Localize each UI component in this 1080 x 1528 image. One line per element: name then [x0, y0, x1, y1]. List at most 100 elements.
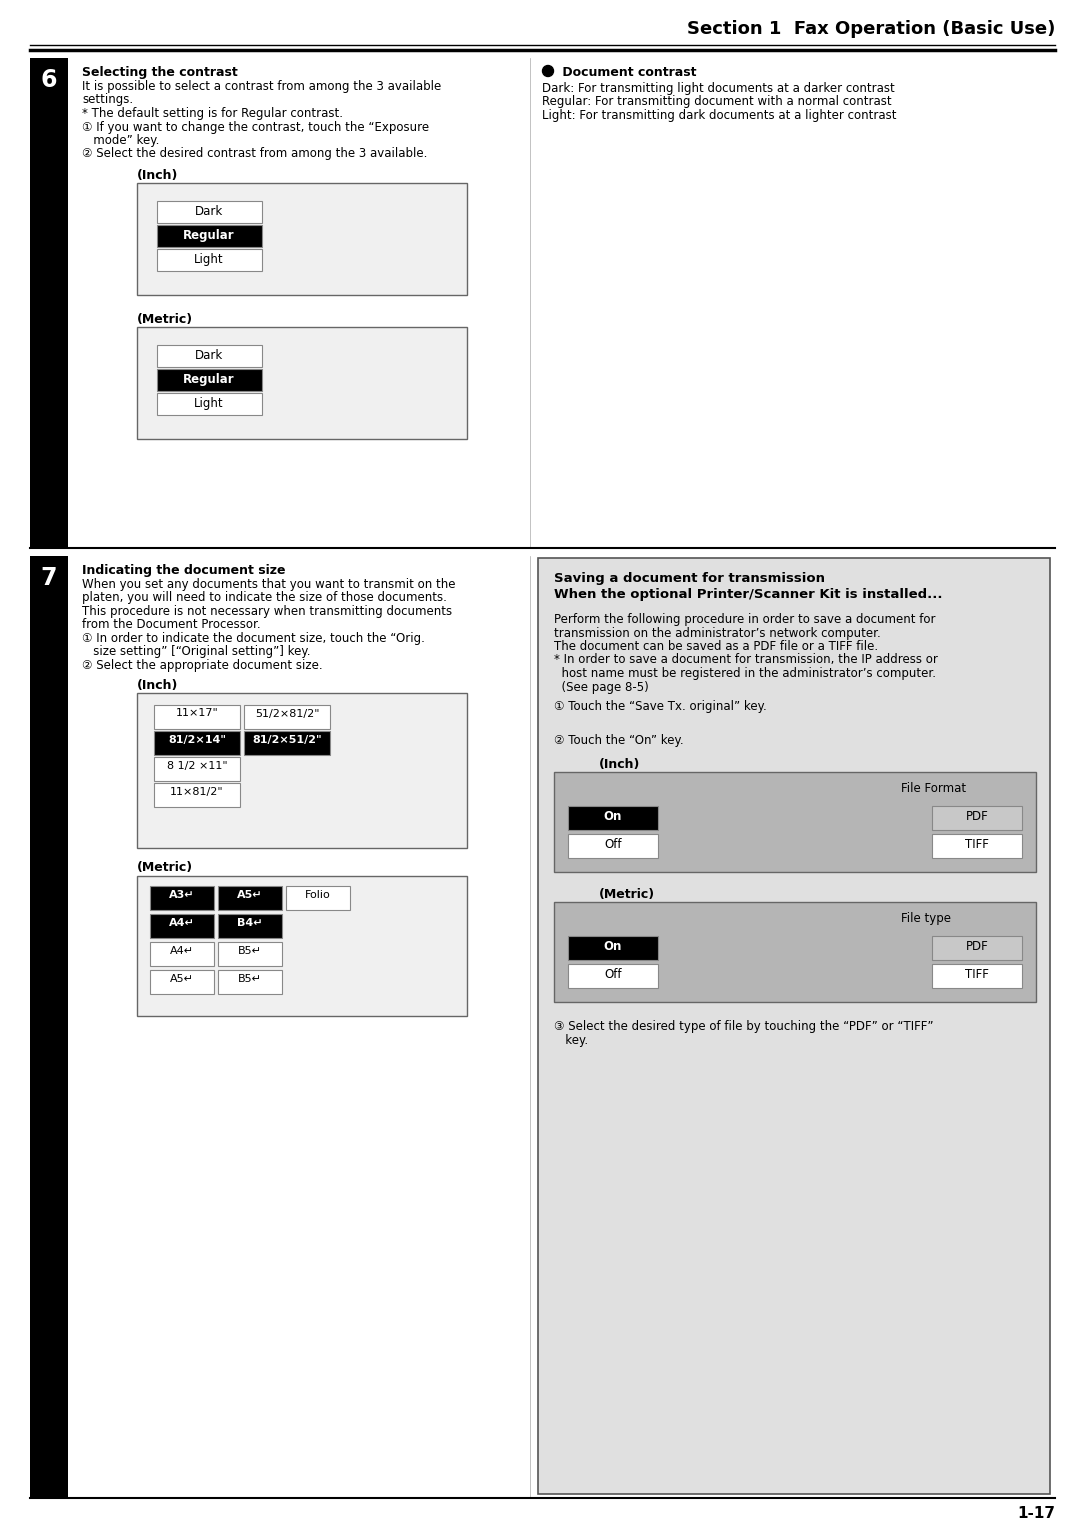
Text: Dark: For transmitting light documents at a darker contrast: Dark: For transmitting light documents a… — [542, 83, 894, 95]
Text: When you set any documents that you want to transmit on the: When you set any documents that you want… — [82, 578, 456, 591]
Bar — [932, 937, 1022, 960]
Text: platen, you will need to indicate the size of those documents.: platen, you will need to indicate the si… — [82, 591, 447, 605]
Bar — [137, 183, 467, 295]
Circle shape — [542, 66, 554, 76]
Text: ② Select the desired contrast from among the 3 available.: ② Select the desired contrast from among… — [82, 148, 428, 160]
Text: Off: Off — [604, 969, 622, 981]
Bar — [30, 58, 68, 549]
Text: (Inch): (Inch) — [137, 170, 178, 182]
Text: When the optional Printer/Scanner Kit is installed...: When the optional Printer/Scanner Kit is… — [554, 588, 943, 601]
Text: TIFF: TIFF — [966, 837, 989, 851]
Bar — [218, 886, 282, 909]
Bar — [244, 730, 330, 755]
Bar — [150, 886, 214, 909]
Text: Dark: Dark — [194, 205, 224, 219]
Text: ③ Select the desired type of file by touching the “PDF” or “TIFF”: ③ Select the desired type of file by tou… — [554, 1021, 933, 1033]
Text: Light: For transmitting dark documents at a lighter contrast: Light: For transmitting dark documents a… — [542, 108, 896, 122]
Text: Indicating the document size: Indicating the document size — [82, 564, 285, 578]
Bar — [554, 772, 1036, 872]
Text: ② Touch the “On” key.: ② Touch the “On” key. — [554, 733, 684, 747]
Text: (See page 8-5): (See page 8-5) — [554, 680, 649, 694]
Text: Selecting the contrast: Selecting the contrast — [82, 66, 238, 79]
Text: A5↵: A5↵ — [238, 889, 262, 900]
Text: On: On — [604, 810, 622, 824]
Text: Dark: Dark — [194, 348, 224, 362]
Text: 1-17: 1-17 — [1017, 1507, 1055, 1520]
Text: 7: 7 — [41, 565, 57, 590]
Bar — [154, 704, 240, 729]
Text: Saving a document for transmission: Saving a document for transmission — [554, 571, 825, 585]
Text: This procedure is not necessary when transmitting documents: This procedure is not necessary when tra… — [82, 605, 453, 617]
Text: Section 1  Fax Operation (Basic Use): Section 1 Fax Operation (Basic Use) — [687, 20, 1055, 38]
Text: It is possible to select a contrast from among the 3 available: It is possible to select a contrast from… — [82, 79, 442, 93]
Bar — [157, 345, 262, 367]
Text: * The default setting is for Regular contrast.: * The default setting is for Regular con… — [82, 107, 343, 121]
Bar — [286, 886, 350, 909]
Bar — [568, 807, 658, 830]
Bar — [157, 202, 262, 223]
Text: Light: Light — [194, 397, 224, 410]
Text: File type: File type — [901, 912, 951, 924]
Text: Regular: Regular — [184, 229, 234, 241]
Text: settings.: settings. — [82, 93, 133, 107]
Bar — [932, 834, 1022, 859]
Text: mode” key.: mode” key. — [82, 134, 160, 147]
Text: B5↵: B5↵ — [238, 946, 262, 955]
Bar — [157, 225, 262, 248]
Bar — [932, 964, 1022, 989]
Bar — [244, 704, 330, 729]
Text: PDF: PDF — [966, 810, 988, 824]
Bar — [150, 914, 214, 938]
Bar — [150, 941, 214, 966]
Text: transmission on the administrator’s network computer.: transmission on the administrator’s netw… — [554, 626, 881, 640]
Text: The document can be saved as a PDF file or a TIFF file.: The document can be saved as a PDF file … — [554, 640, 878, 652]
Text: (Metric): (Metric) — [599, 888, 656, 902]
Bar — [157, 249, 262, 270]
Bar — [538, 558, 1050, 1494]
Bar — [218, 914, 282, 938]
Text: On: On — [604, 940, 622, 953]
Text: 8 1/2 ×11": 8 1/2 ×11" — [166, 761, 227, 770]
Text: 51/2×81/2": 51/2×81/2" — [255, 709, 320, 718]
Bar — [154, 756, 240, 781]
Text: A5↵: A5↵ — [170, 973, 194, 984]
Text: Folio: Folio — [306, 889, 330, 900]
Text: Regular: For transmitting document with a normal contrast: Regular: For transmitting document with … — [542, 95, 892, 108]
Text: 11×81/2": 11×81/2" — [171, 787, 224, 796]
Bar — [157, 368, 262, 391]
Bar — [137, 876, 467, 1016]
Bar — [154, 782, 240, 807]
Bar — [554, 902, 1036, 1002]
Text: 11×17": 11×17" — [176, 709, 218, 718]
Text: PDF: PDF — [966, 940, 988, 953]
Bar — [218, 941, 282, 966]
Bar — [30, 556, 68, 1497]
Text: 81/2×14": 81/2×14" — [168, 735, 226, 744]
Text: (Inch): (Inch) — [137, 678, 178, 692]
Text: Document contrast: Document contrast — [558, 66, 697, 79]
Bar — [150, 969, 214, 993]
Text: File Format: File Format — [901, 782, 967, 795]
Text: Perform the following procedure in order to save a document for: Perform the following procedure in order… — [554, 613, 935, 626]
Text: size setting” [“Original setting”] key.: size setting” [“Original setting”] key. — [82, 645, 311, 659]
Text: A4↵: A4↵ — [170, 917, 194, 927]
Bar — [568, 834, 658, 859]
Bar — [218, 969, 282, 993]
Text: from the Document Processor.: from the Document Processor. — [82, 619, 260, 631]
Text: ① In order to indicate the document size, touch the “Orig.: ① In order to indicate the document size… — [82, 633, 424, 645]
Bar — [137, 327, 467, 439]
Text: 81/2×51/2": 81/2×51/2" — [253, 735, 322, 744]
Text: host name must be registered in the administrator’s computer.: host name must be registered in the admi… — [554, 668, 936, 680]
Bar — [157, 393, 262, 416]
Text: (Inch): (Inch) — [599, 758, 640, 772]
Bar — [932, 807, 1022, 830]
Text: B5↵: B5↵ — [238, 973, 262, 984]
Text: B4↵: B4↵ — [238, 917, 262, 927]
Text: 6: 6 — [41, 69, 57, 92]
Text: A4↵: A4↵ — [170, 946, 194, 955]
Text: Light: Light — [194, 254, 224, 266]
Bar — [154, 730, 240, 755]
Text: ② Select the appropriate document size.: ② Select the appropriate document size. — [82, 659, 323, 672]
Bar — [137, 692, 467, 848]
Text: ① If you want to change the contrast, touch the “Exposure: ① If you want to change the contrast, to… — [82, 121, 429, 133]
